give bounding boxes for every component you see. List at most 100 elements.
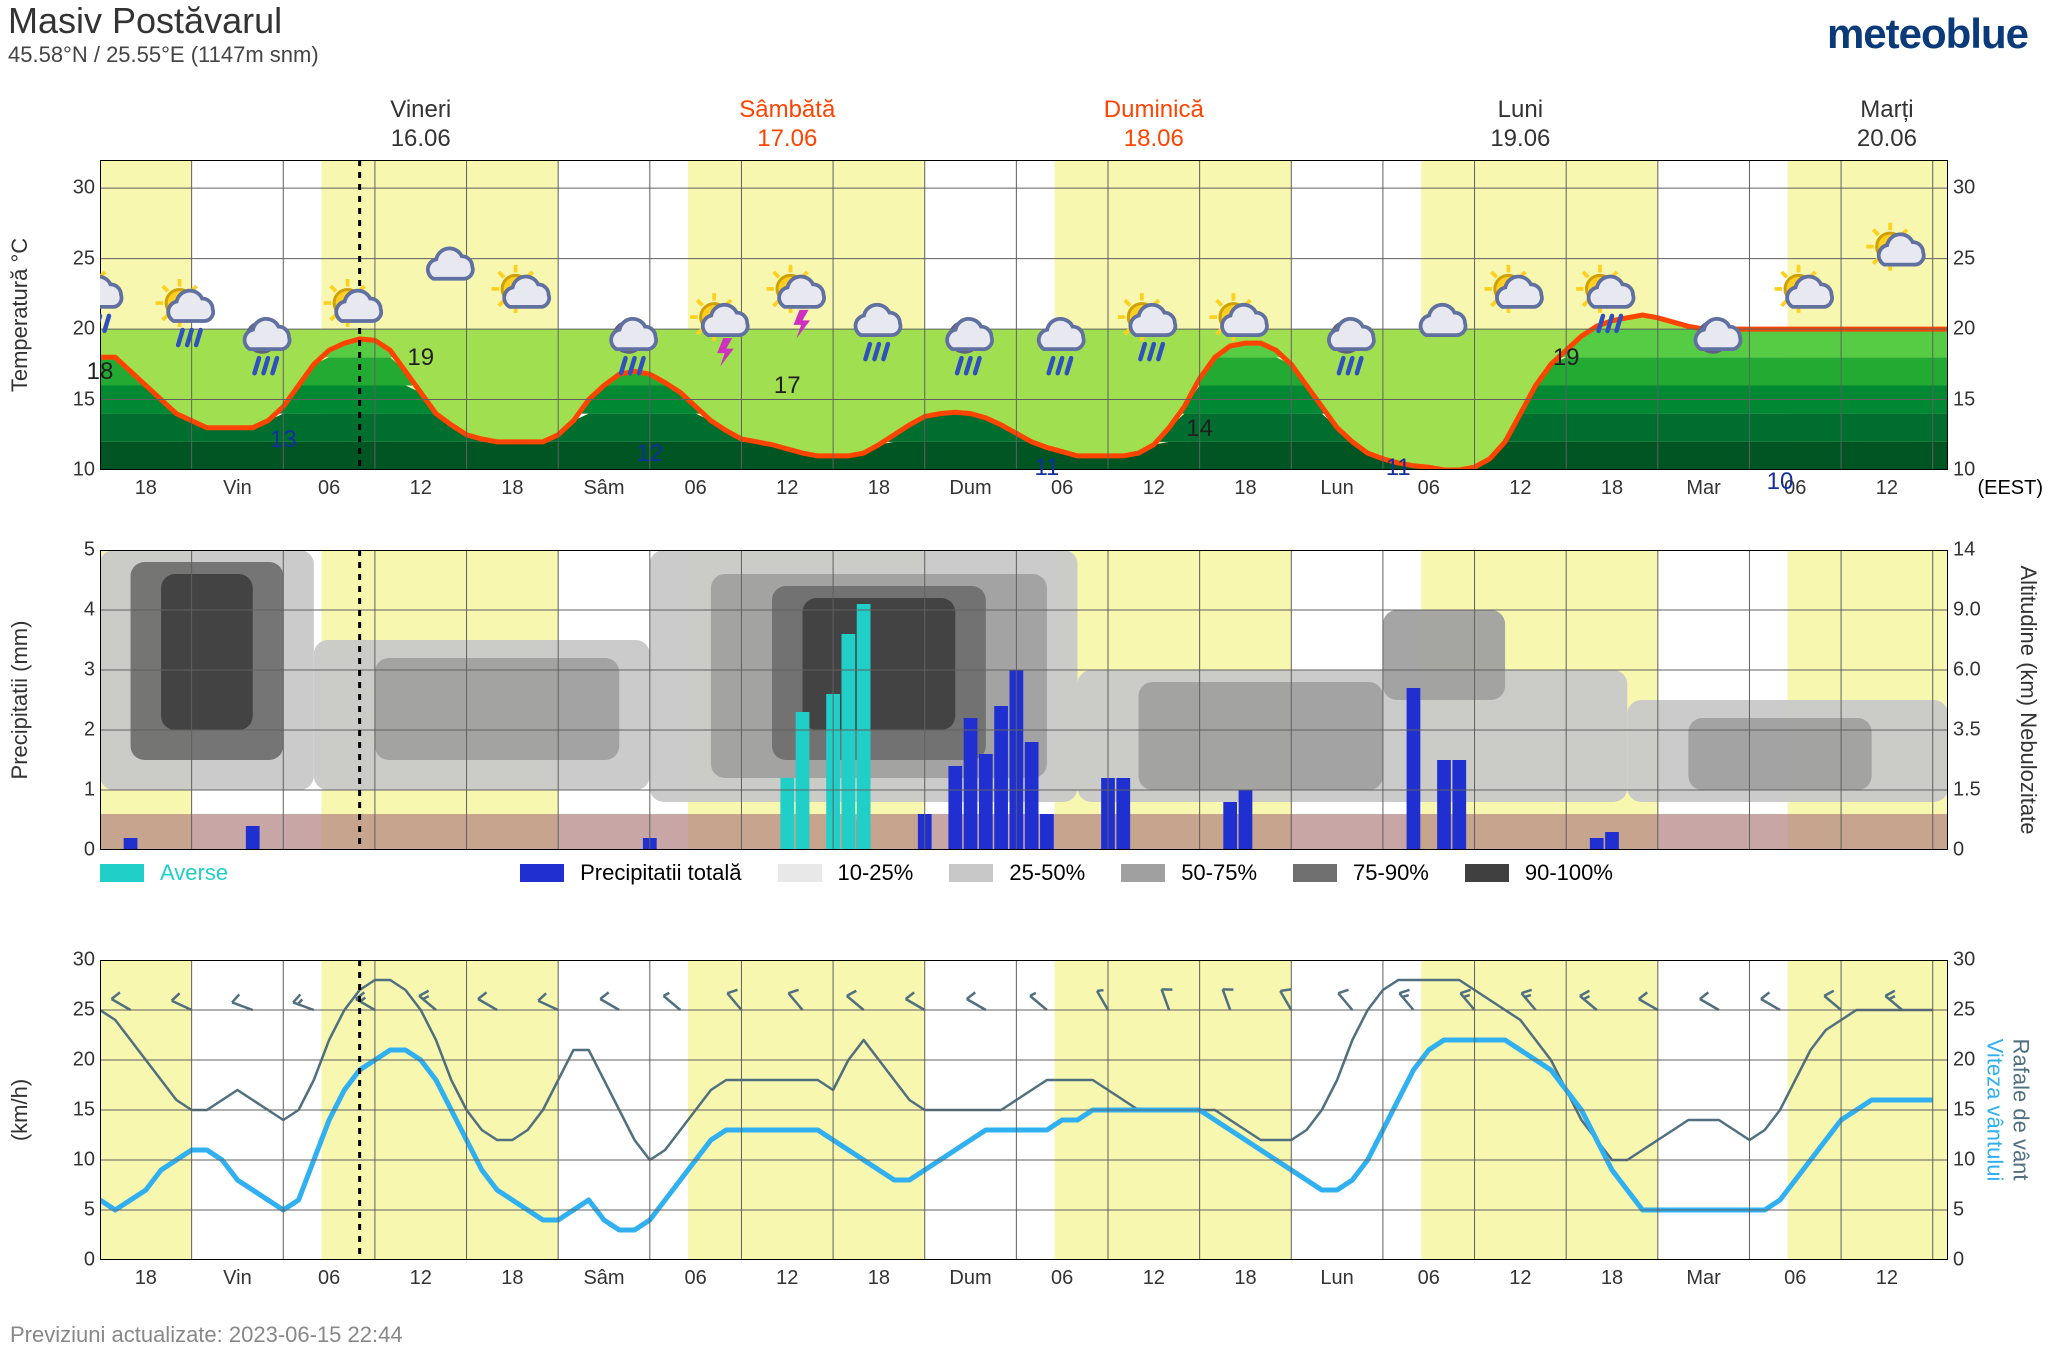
- y-tick: 5: [55, 539, 95, 562]
- y-tick: 15: [55, 388, 95, 411]
- x-tick: 18: [868, 1267, 890, 1290]
- temp-max-label: 17: [774, 372, 801, 400]
- y-tick: 2: [55, 719, 95, 742]
- x-tick: 12: [410, 477, 432, 500]
- x-tick: 06: [1051, 1267, 1073, 1290]
- x-tick: 18: [501, 1267, 523, 1290]
- legend-swatch-total: [520, 864, 564, 882]
- legend-label-cloud: 90-100%: [1525, 860, 1613, 886]
- y-tick: 30: [55, 949, 95, 972]
- temp-y-label: Temperatură °C: [7, 238, 33, 392]
- y-tick: 25: [1953, 247, 1993, 270]
- x-tick: 12: [1509, 1267, 1531, 1290]
- y-tick: 25: [55, 247, 95, 270]
- legend-swatch-cloud: [778, 864, 822, 882]
- y-tick: 14: [1953, 539, 1993, 562]
- precip-y-label-right: Altitudine (km) Nebulozitate: [2015, 565, 2041, 834]
- y-tick: 4: [55, 599, 95, 622]
- y-tick: 0: [55, 1249, 95, 1272]
- y-tick: 25: [1953, 999, 1993, 1022]
- y-tick: 20: [55, 1049, 95, 1072]
- x-tick: Vin: [223, 477, 252, 500]
- x-tick: 06: [685, 1267, 707, 1290]
- x-tick: 06: [1418, 477, 1440, 500]
- x-tick: Dum: [949, 477, 991, 500]
- x-tick: Sâm: [583, 477, 624, 500]
- x-tick: 06: [318, 477, 340, 500]
- precip-legend: AversePrecipitatii totală10-25%25-50%50-…: [100, 860, 1948, 886]
- wind-chart: [100, 960, 1948, 1260]
- y-tick: 15: [55, 1099, 95, 1122]
- y-tick: 30: [1953, 949, 1993, 972]
- x-tick: 18: [501, 477, 523, 500]
- x-tick: Dum: [949, 1267, 991, 1290]
- brand-logo: meteoblue: [1827, 10, 2028, 58]
- legend-swatch-cloud: [1465, 864, 1509, 882]
- temp-max-label: 19: [407, 344, 434, 372]
- day-header: Sâmbătă17.06: [739, 96, 835, 154]
- y-tick: 1: [55, 779, 95, 802]
- x-tick: 18: [1234, 477, 1256, 500]
- y-tick: 15: [1953, 1099, 1993, 1122]
- x-tick: Lun: [1320, 1267, 1353, 1290]
- y-tick: 20: [55, 318, 95, 341]
- temp-min-label: 11: [1386, 454, 1411, 482]
- temperature-panel: Temperatură °C (EEST) 101520253010152025…: [100, 160, 1948, 470]
- legend-label-total: Precipitatii totală: [580, 860, 741, 886]
- y-tick: 0: [1953, 839, 1993, 862]
- legend-label-cloud: 10-25%: [838, 860, 914, 886]
- x-tick: 12: [776, 1267, 798, 1290]
- x-tick: Mar: [1686, 1267, 1720, 1290]
- y-tick: 3.5: [1953, 719, 1993, 742]
- day-header: Vineri16.06: [390, 96, 451, 154]
- x-tick: 18: [1234, 1267, 1256, 1290]
- day-header: Luni19.06: [1490, 96, 1550, 154]
- y-tick: 10: [1953, 1149, 1993, 1172]
- legend-swatch-cloud: [949, 864, 993, 882]
- wind-panel: (km/h) Rafale de vânt Viteza vântului 05…: [100, 960, 1948, 1260]
- coordinates: 45.58°N / 25.55°E (1147m snm): [8, 42, 2040, 68]
- legend-label-showers: Averse: [160, 860, 228, 886]
- y-tick: 25: [55, 999, 95, 1022]
- temp-max-label: 19: [1553, 344, 1580, 372]
- x-tick: 18: [868, 477, 890, 500]
- x-tick: 12: [1509, 477, 1531, 500]
- x-tick: 06: [1784, 1267, 1806, 1290]
- y-tick: 20: [1953, 318, 1993, 341]
- x-tick: 12: [1143, 1267, 1165, 1290]
- legend-label-cloud: 75-90%: [1353, 860, 1429, 886]
- y-tick: 3: [55, 659, 95, 682]
- precipitation-panel: Precipitatii (mm) Altitudine (km) Nebulo…: [100, 550, 1948, 850]
- x-tick: 12: [776, 477, 798, 500]
- legend-swatch-cloud: [1293, 864, 1337, 882]
- x-tick: 12: [1876, 477, 1898, 500]
- y-tick: 15: [1953, 388, 1993, 411]
- y-tick: 30: [1953, 177, 1993, 200]
- y-tick: 5: [55, 1199, 95, 1222]
- x-tick: 06: [685, 477, 707, 500]
- temp-min-label: 11: [1034, 454, 1059, 482]
- day-header: Duminică18.06: [1104, 96, 1204, 154]
- y-tick: 10: [1953, 459, 1993, 482]
- y-tick: 20: [1953, 1049, 1993, 1072]
- x-tick: 12: [1143, 477, 1165, 500]
- y-tick: 9.0: [1953, 599, 1993, 622]
- x-tick: Mar: [1686, 477, 1720, 500]
- x-tick: Vin: [223, 1267, 252, 1290]
- x-tick: 12: [410, 1267, 432, 1290]
- precipitation-chart: [100, 550, 1948, 850]
- x-tick: 06: [318, 1267, 340, 1290]
- precip-y-label-left: Precipitatii (mm): [7, 621, 33, 780]
- x-tick: 06: [1418, 1267, 1440, 1290]
- legend-swatch-showers: [100, 864, 144, 882]
- y-tick: 30: [55, 177, 95, 200]
- temp-min-label: 10: [1767, 468, 1794, 496]
- y-tick: 10: [55, 1149, 95, 1172]
- x-tick: 18: [1601, 1267, 1623, 1290]
- day-header: Marți20.06: [1857, 96, 1917, 154]
- location-title: Masiv Postăvarul: [8, 0, 2040, 42]
- y-tick: 1.5: [1953, 779, 1993, 802]
- legend-label-cloud: 25-50%: [1009, 860, 1085, 886]
- y-tick: 5: [1953, 1199, 1993, 1222]
- temp-min-label: 12: [636, 440, 663, 468]
